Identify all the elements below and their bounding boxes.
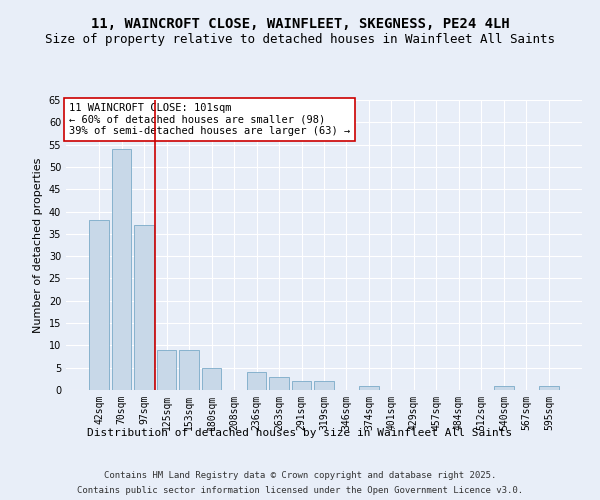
Text: Contains HM Land Registry data © Crown copyright and database right 2025.: Contains HM Land Registry data © Crown c… bbox=[104, 471, 496, 480]
Bar bbox=[359, 386, 379, 390]
Bar bbox=[157, 350, 176, 390]
Text: Distribution of detached houses by size in Wainfleet All Saints: Distribution of detached houses by size … bbox=[88, 428, 512, 438]
Bar bbox=[539, 386, 559, 390]
Bar bbox=[292, 381, 311, 390]
Text: Contains public sector information licensed under the Open Government Licence v3: Contains public sector information licen… bbox=[77, 486, 523, 495]
Text: 11, WAINCROFT CLOSE, WAINFLEET, SKEGNESS, PE24 4LH: 11, WAINCROFT CLOSE, WAINFLEET, SKEGNESS… bbox=[91, 18, 509, 32]
Bar bbox=[179, 350, 199, 390]
Bar bbox=[269, 376, 289, 390]
Text: 11 WAINCROFT CLOSE: 101sqm
← 60% of detached houses are smaller (98)
39% of semi: 11 WAINCROFT CLOSE: 101sqm ← 60% of deta… bbox=[69, 103, 350, 136]
Text: Size of property relative to detached houses in Wainfleet All Saints: Size of property relative to detached ho… bbox=[45, 32, 555, 46]
Bar bbox=[89, 220, 109, 390]
Bar bbox=[247, 372, 266, 390]
Bar bbox=[314, 381, 334, 390]
Bar bbox=[112, 149, 131, 390]
Bar bbox=[134, 225, 154, 390]
Bar bbox=[494, 386, 514, 390]
Bar bbox=[202, 368, 221, 390]
Y-axis label: Number of detached properties: Number of detached properties bbox=[33, 158, 43, 332]
